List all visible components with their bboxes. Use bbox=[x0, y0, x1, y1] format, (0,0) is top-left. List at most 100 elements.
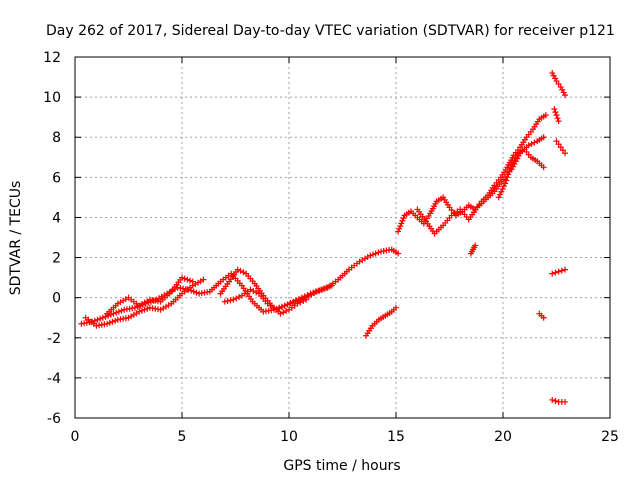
data-point bbox=[528, 140, 535, 147]
data-point bbox=[395, 250, 402, 257]
series-track-1 bbox=[78, 246, 402, 327]
data-point bbox=[400, 215, 407, 222]
data-point bbox=[190, 288, 197, 295]
data-point bbox=[102, 313, 109, 320]
data-point bbox=[281, 302, 288, 309]
y-tick-label: -4 bbox=[47, 371, 61, 387]
data-point bbox=[552, 269, 559, 276]
data-point bbox=[276, 305, 283, 312]
data-point bbox=[540, 134, 547, 141]
data-point bbox=[278, 304, 285, 311]
series-track-3 bbox=[104, 274, 196, 317]
data-point bbox=[559, 147, 566, 154]
data-point bbox=[312, 288, 319, 295]
data-point bbox=[290, 298, 297, 305]
chart-title: Day 262 of 2017, Sidereal Day-to-day VTE… bbox=[46, 23, 615, 39]
data-point bbox=[399, 217, 406, 224]
data-point bbox=[115, 308, 122, 315]
data-point bbox=[323, 284, 330, 291]
data-point bbox=[504, 174, 511, 181]
data-point bbox=[315, 287, 322, 294]
data-point bbox=[294, 300, 301, 307]
data-point bbox=[558, 267, 565, 274]
data-point bbox=[562, 150, 569, 157]
data-point bbox=[283, 308, 290, 315]
data-points bbox=[78, 70, 569, 405]
data-point bbox=[107, 311, 114, 318]
x-tick-label: 20 bbox=[494, 429, 512, 445]
data-point bbox=[506, 168, 513, 175]
data-point bbox=[141, 306, 148, 313]
y-axis-label: SDTVAR / TECUs bbox=[8, 181, 24, 296]
data-point bbox=[104, 320, 111, 327]
data-point bbox=[549, 396, 556, 403]
data-point bbox=[181, 275, 188, 282]
data-point bbox=[284, 301, 291, 308]
data-point bbox=[395, 228, 402, 235]
data-point bbox=[549, 270, 556, 277]
data-point bbox=[188, 287, 195, 294]
data-point bbox=[555, 141, 562, 148]
x-tick-label: 25 bbox=[601, 429, 619, 445]
x-tick-label: 5 bbox=[178, 429, 187, 445]
data-point bbox=[240, 269, 247, 276]
data-point bbox=[553, 138, 560, 145]
series-track-2 bbox=[82, 276, 207, 329]
data-point bbox=[193, 289, 200, 296]
data-point bbox=[91, 317, 98, 324]
data-point bbox=[552, 397, 559, 404]
series-track-12 bbox=[551, 106, 562, 125]
data-point bbox=[110, 310, 117, 317]
data-point bbox=[298, 294, 305, 301]
data-point bbox=[393, 304, 399, 311]
y-tick-label: 8 bbox=[52, 130, 61, 146]
data-point bbox=[497, 191, 504, 198]
data-point bbox=[189, 278, 196, 285]
data-point bbox=[233, 295, 240, 302]
data-point bbox=[310, 289, 317, 296]
data-point bbox=[398, 220, 405, 227]
data-point bbox=[136, 308, 143, 315]
data-point bbox=[505, 171, 512, 178]
y-tick-label: 4 bbox=[52, 210, 61, 226]
y-tick-label: 2 bbox=[52, 251, 61, 267]
x-tick-label: 0 bbox=[71, 429, 80, 445]
x-tick-label: 15 bbox=[387, 429, 405, 445]
series-track-15 bbox=[536, 310, 547, 321]
data-point bbox=[320, 285, 327, 292]
data-point bbox=[375, 249, 382, 256]
data-point bbox=[553, 78, 560, 85]
data-point bbox=[499, 185, 506, 192]
data-point bbox=[234, 266, 241, 273]
data-point bbox=[200, 276, 207, 283]
y-tick-label: 12 bbox=[43, 50, 61, 66]
data-point bbox=[318, 286, 325, 293]
data-point bbox=[552, 109, 559, 116]
data-point bbox=[280, 309, 287, 316]
series-track-16 bbox=[549, 396, 569, 405]
data-point bbox=[303, 296, 310, 303]
data-point bbox=[253, 289, 260, 296]
data-point bbox=[237, 267, 244, 274]
data-point bbox=[472, 242, 479, 249]
x-axis-label: GPS time / hours bbox=[283, 458, 400, 474]
data-point bbox=[304, 291, 311, 298]
data-point bbox=[138, 307, 145, 314]
series-track-8 bbox=[495, 146, 547, 201]
data-point bbox=[118, 307, 125, 314]
data-point bbox=[295, 296, 302, 303]
y-tick-label: 0 bbox=[52, 291, 61, 307]
data-point bbox=[301, 293, 308, 300]
data-point bbox=[555, 81, 562, 88]
data-point bbox=[531, 139, 538, 146]
data-point bbox=[369, 251, 376, 258]
data-point bbox=[300, 298, 307, 305]
series-track-9 bbox=[363, 304, 399, 339]
data-point bbox=[503, 177, 510, 184]
data-point bbox=[106, 319, 113, 326]
y-tick-label: 10 bbox=[43, 90, 61, 106]
data-point bbox=[326, 283, 333, 290]
y-tick-label: -6 bbox=[47, 411, 61, 427]
